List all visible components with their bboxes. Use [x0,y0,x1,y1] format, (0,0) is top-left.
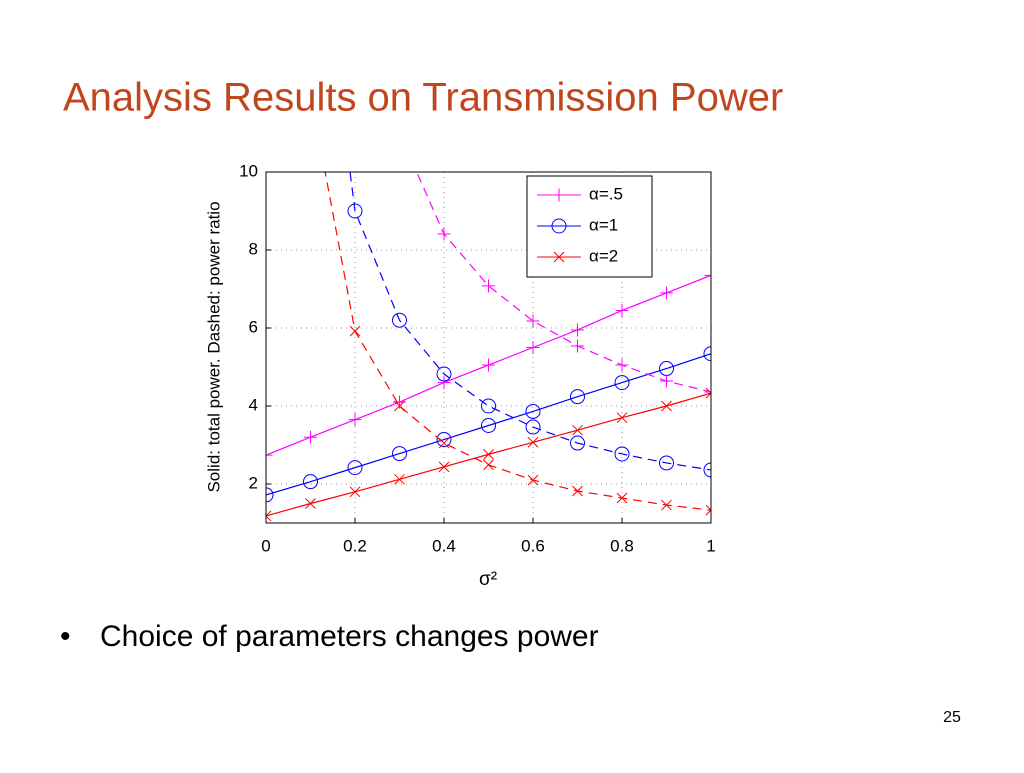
bullet-text: Choice of parameters changes power [100,620,599,653]
marker [704,385,711,399]
marker [660,286,673,300]
marker [526,314,540,328]
y-tick-label: 8 [249,239,258,258]
marker [525,419,541,435]
marker [661,400,672,412]
legend-marker [551,218,567,234]
marker [304,430,317,444]
marker [266,510,272,522]
marker [347,203,363,219]
marker [266,487,274,503]
legend-label: α=.5 [589,184,623,203]
marker [615,303,629,317]
marker [659,455,674,471]
marker [394,400,405,412]
marker [660,374,673,388]
marker [303,474,318,490]
marker [266,448,273,462]
x-tick-label: 1 [706,536,715,555]
x-tick-label: 0 [261,536,270,555]
legend-label: α=2 [589,246,618,265]
marker [392,312,407,328]
marker [482,358,495,372]
marker [392,446,407,462]
marker [614,446,630,462]
marker [571,323,584,337]
marker [305,498,316,509]
marker [571,339,584,353]
marker [705,387,711,399]
marker [349,486,361,498]
marker [437,227,451,241]
plot-frame [265,171,712,524]
marker [614,375,630,391]
marker [436,366,452,382]
marker [527,474,539,486]
series-group [266,127,711,522]
solid-line [266,353,711,496]
x-tick-label: 0.6 [521,536,545,555]
marker [704,268,711,282]
marker [394,473,405,485]
marker [438,437,450,449]
x-tick-label: 0.2 [343,536,367,555]
marker [703,462,711,478]
marker [349,325,361,337]
legend-marker [552,188,566,202]
marker [616,492,628,504]
page-number: 25 [943,709,961,726]
y-axis-label: Solid: total power. Dashed: power ratio [204,201,223,492]
marker [526,341,540,354]
dashed-line [416,172,711,393]
x-axis-label: σ² [479,569,497,590]
marker [705,504,711,516]
marker [481,398,496,414]
marker [572,485,583,497]
marker [615,358,629,372]
marker [348,413,362,427]
y-tick-label: 10 [239,161,258,180]
x-tick-label: 0.4 [432,536,456,555]
marker [483,459,494,471]
marker [482,279,495,293]
marker [437,376,451,390]
marker [527,436,539,448]
legend-label: α=1 [589,215,618,234]
marker [393,127,406,140]
marker [661,499,672,511]
marker [570,389,585,405]
marker [436,432,452,448]
x-tick-label: 0.8 [610,536,634,555]
marker [481,418,496,433]
marker [347,460,363,476]
marker [616,412,628,424]
marker [572,424,583,436]
slide-title: Analysis Results on Transmission Power [63,76,783,120]
marker [438,461,450,473]
marker [483,449,494,460]
marker [525,403,541,419]
y-tick-label: 4 [249,395,258,414]
marker [570,435,585,451]
legend-marker [553,251,565,263]
y-tick-label: 6 [249,317,258,336]
y-tick-label: 2 [249,473,258,492]
bullet-mark: • [60,620,71,653]
marker [703,346,711,362]
dashed-line [349,172,711,471]
